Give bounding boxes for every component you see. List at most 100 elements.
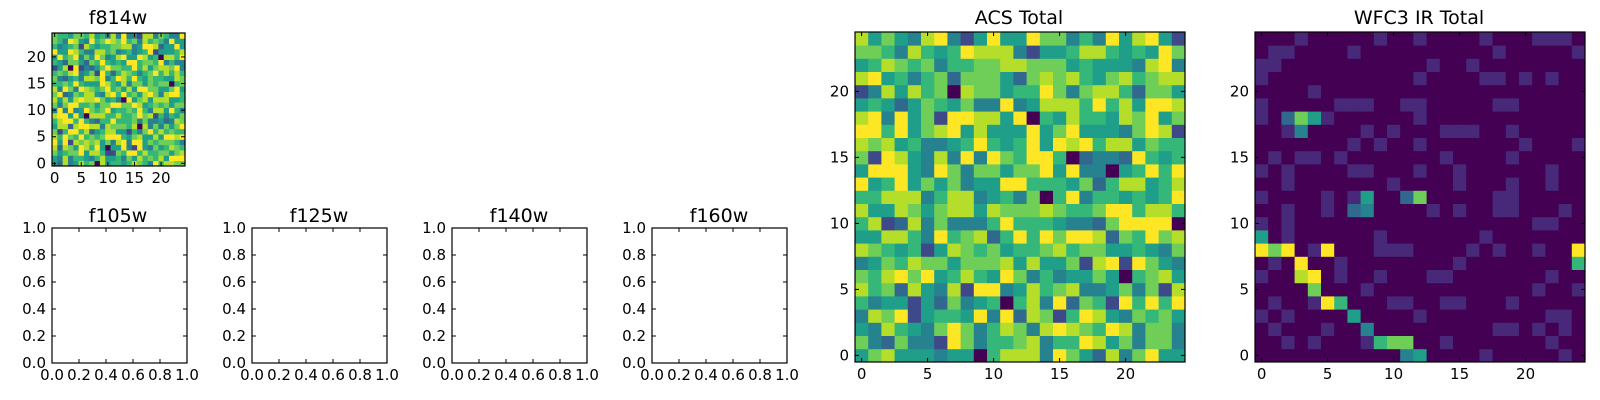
heatmap-cell: [1268, 124, 1282, 138]
heatmap-cell: [1479, 216, 1493, 231]
heatmap-cell: [1066, 164, 1080, 178]
heatmap-cell: [1400, 58, 1414, 72]
heatmap-cell: [105, 155, 111, 162]
heatmap-cell: [126, 70, 133, 76]
heatmap-cell: [1092, 164, 1107, 178]
heatmap-cell: [89, 80, 95, 87]
heatmap-cell: [1466, 216, 1480, 231]
heatmap-cell: [174, 139, 181, 146]
heatmap-cell: [1158, 203, 1173, 218]
heatmap-cell: [89, 54, 95, 60]
heatmap-cell: [1145, 111, 1159, 125]
heatmap-cell: [115, 54, 122, 60]
heatmap-cell: [1426, 282, 1441, 297]
heatmap-cell: [1294, 177, 1309, 191]
heatmap-cell: [1000, 230, 1014, 244]
heatmap-cell: [163, 96, 170, 103]
heatmap-cell: [894, 269, 909, 284]
heatmap-cell: [137, 86, 143, 92]
heatmap-cell: [78, 118, 85, 124]
heatmap-cell: [142, 48, 149, 55]
heatmap-cell: [1571, 137, 1586, 152]
heatmap-cell: [94, 123, 101, 130]
heatmap-cell: [1334, 32, 1348, 46]
heatmap-cell: [126, 118, 133, 124]
heatmap-cell: [1171, 309, 1186, 323]
heatmap-cell: [131, 70, 138, 76]
heatmap-cell: [1013, 45, 1027, 59]
heatmap-cell: [947, 84, 961, 99]
heatmap-cell: [1013, 190, 1027, 204]
heatmap-cell: [169, 96, 175, 103]
heatmap-cell: [1092, 71, 1107, 86]
heatmap-cell: [121, 160, 127, 167]
heatmap-cell: [960, 84, 975, 99]
heatmap-cell: [57, 86, 64, 92]
heatmap-cell: [142, 59, 149, 66]
heatmap-cell: [121, 144, 127, 151]
heatmap-cell: [1105, 71, 1120, 86]
heatmap-cell: [1281, 203, 1295, 218]
x-tick-label: 20: [152, 169, 171, 187]
heatmap-cell: [1079, 177, 1093, 191]
heatmap-cell: [110, 107, 117, 114]
heatmap-cell: [1053, 150, 1067, 165]
heatmap-cell: [89, 102, 95, 108]
heatmap-cell: [1439, 45, 1454, 59]
heatmap-cell: [121, 102, 127, 108]
y-tick-label: 5: [36, 128, 46, 146]
heatmap-cell: [121, 64, 127, 71]
y-tick-label: 0.0: [422, 354, 446, 372]
x-tick-label: 0.4: [694, 366, 718, 384]
heatmap-cell: [1039, 348, 1054, 363]
heatmap-cell: [1334, 190, 1348, 204]
heatmap-cell: [1000, 137, 1014, 152]
heatmap-cell: [110, 112, 117, 119]
heatmap-cell: [934, 137, 948, 152]
heatmap-cell: [1132, 111, 1146, 125]
heatmap-cell: [1158, 322, 1173, 336]
heatmap-cell: [1255, 243, 1269, 257]
heatmap-cell: [57, 128, 64, 135]
heatmap-cell: [1347, 98, 1361, 112]
heatmap-cell: [99, 123, 106, 130]
heatmap-cell: [1321, 177, 1335, 191]
heatmap-cell: [99, 112, 106, 119]
heatmap-cell: [110, 139, 117, 146]
heatmap-cell: [115, 86, 122, 92]
heatmap-cell: [1571, 348, 1586, 363]
heatmap-cell: [934, 203, 948, 218]
heatmap-cell: [1039, 296, 1054, 310]
heatmap-cell: [868, 32, 882, 46]
heatmap-cell: [83, 91, 90, 98]
heatmap-cell: [1373, 137, 1388, 152]
heatmap-cell: [1400, 230, 1414, 244]
heatmap-cell: [147, 134, 154, 140]
heatmap-cell: [1347, 309, 1361, 323]
heatmap-cell: [110, 43, 117, 50]
heatmap-cell: [947, 203, 961, 218]
heatmap-cell: [1505, 190, 1520, 204]
x-tick-label: 10: [1384, 365, 1403, 383]
heatmap-cell: [907, 296, 922, 310]
heatmap-cell: [142, 96, 149, 103]
heatmap-cell: [1519, 71, 1533, 86]
heatmap-cell: [1092, 203, 1107, 218]
heatmap-cell: [1492, 269, 1507, 284]
heatmap-cell: [89, 118, 95, 124]
heatmap-cell: [105, 128, 111, 135]
heatmap-cell: [83, 134, 90, 140]
heatmap-cell: [947, 190, 961, 204]
heatmap-cell: [1334, 58, 1348, 72]
heatmap-cell: [921, 84, 935, 99]
heatmap-cell: [1171, 296, 1186, 310]
heatmap-cell: [1479, 124, 1493, 138]
heatmap-cell: [947, 216, 961, 231]
y-tick-label: 10: [27, 101, 46, 119]
heatmap-cell: [62, 96, 69, 103]
heatmap-cell: [142, 70, 149, 76]
heatmap-cell: [126, 96, 133, 103]
heatmap-cell: [1079, 45, 1093, 59]
heatmap-cell: [73, 155, 79, 162]
heatmap-cell: [1066, 98, 1080, 112]
